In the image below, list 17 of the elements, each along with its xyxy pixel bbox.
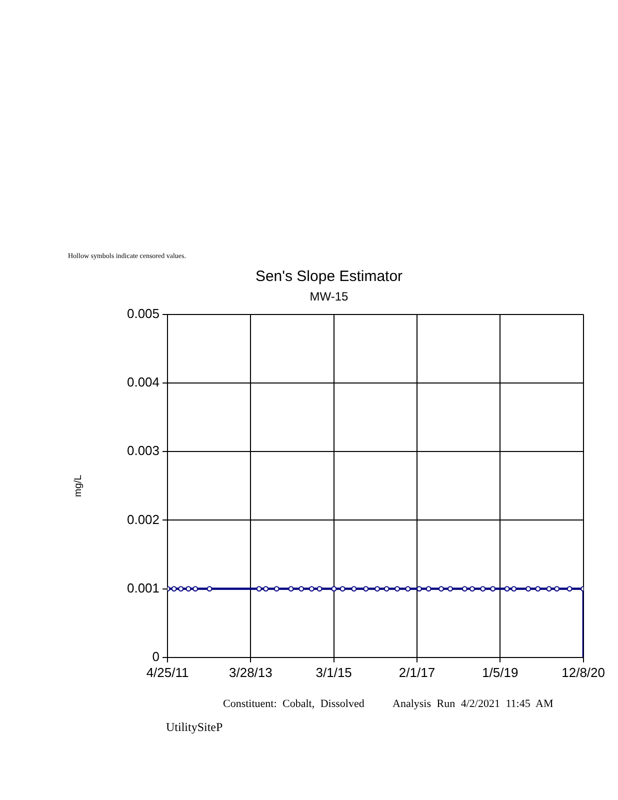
y-tick-label: 0.005 (126, 306, 160, 321)
y-axis-title: mg/L (72, 474, 84, 498)
y-tick-label: 0.001 (126, 580, 160, 596)
text: UtilitySiteP (166, 720, 223, 735)
x-tick-label: 2/1/17 (398, 664, 436, 680)
y-tick-label: 0.003 (126, 443, 160, 458)
y-tick-label: 0.002 (126, 512, 160, 527)
y-tick-label: 0.004 (126, 374, 160, 390)
y-tick-label: 0 (152, 648, 160, 664)
x-tick-label: 3/28/13 (229, 664, 272, 680)
x-tick-label: 4/25/11 (146, 664, 189, 680)
x-tick-label: 12/8/20 (562, 664, 605, 680)
chart-subtitle: MW-15 (310, 290, 349, 304)
text: Constituent: Cobalt, Dissolved Analysis Run 4/2/2021 11:45 AM (223, 698, 554, 710)
x-tick-label: 1/5/19 (482, 664, 518, 680)
x-tick-label: 3/1/15 (316, 664, 352, 680)
chart-title: Sen's Slope Estimator (255, 268, 403, 286)
